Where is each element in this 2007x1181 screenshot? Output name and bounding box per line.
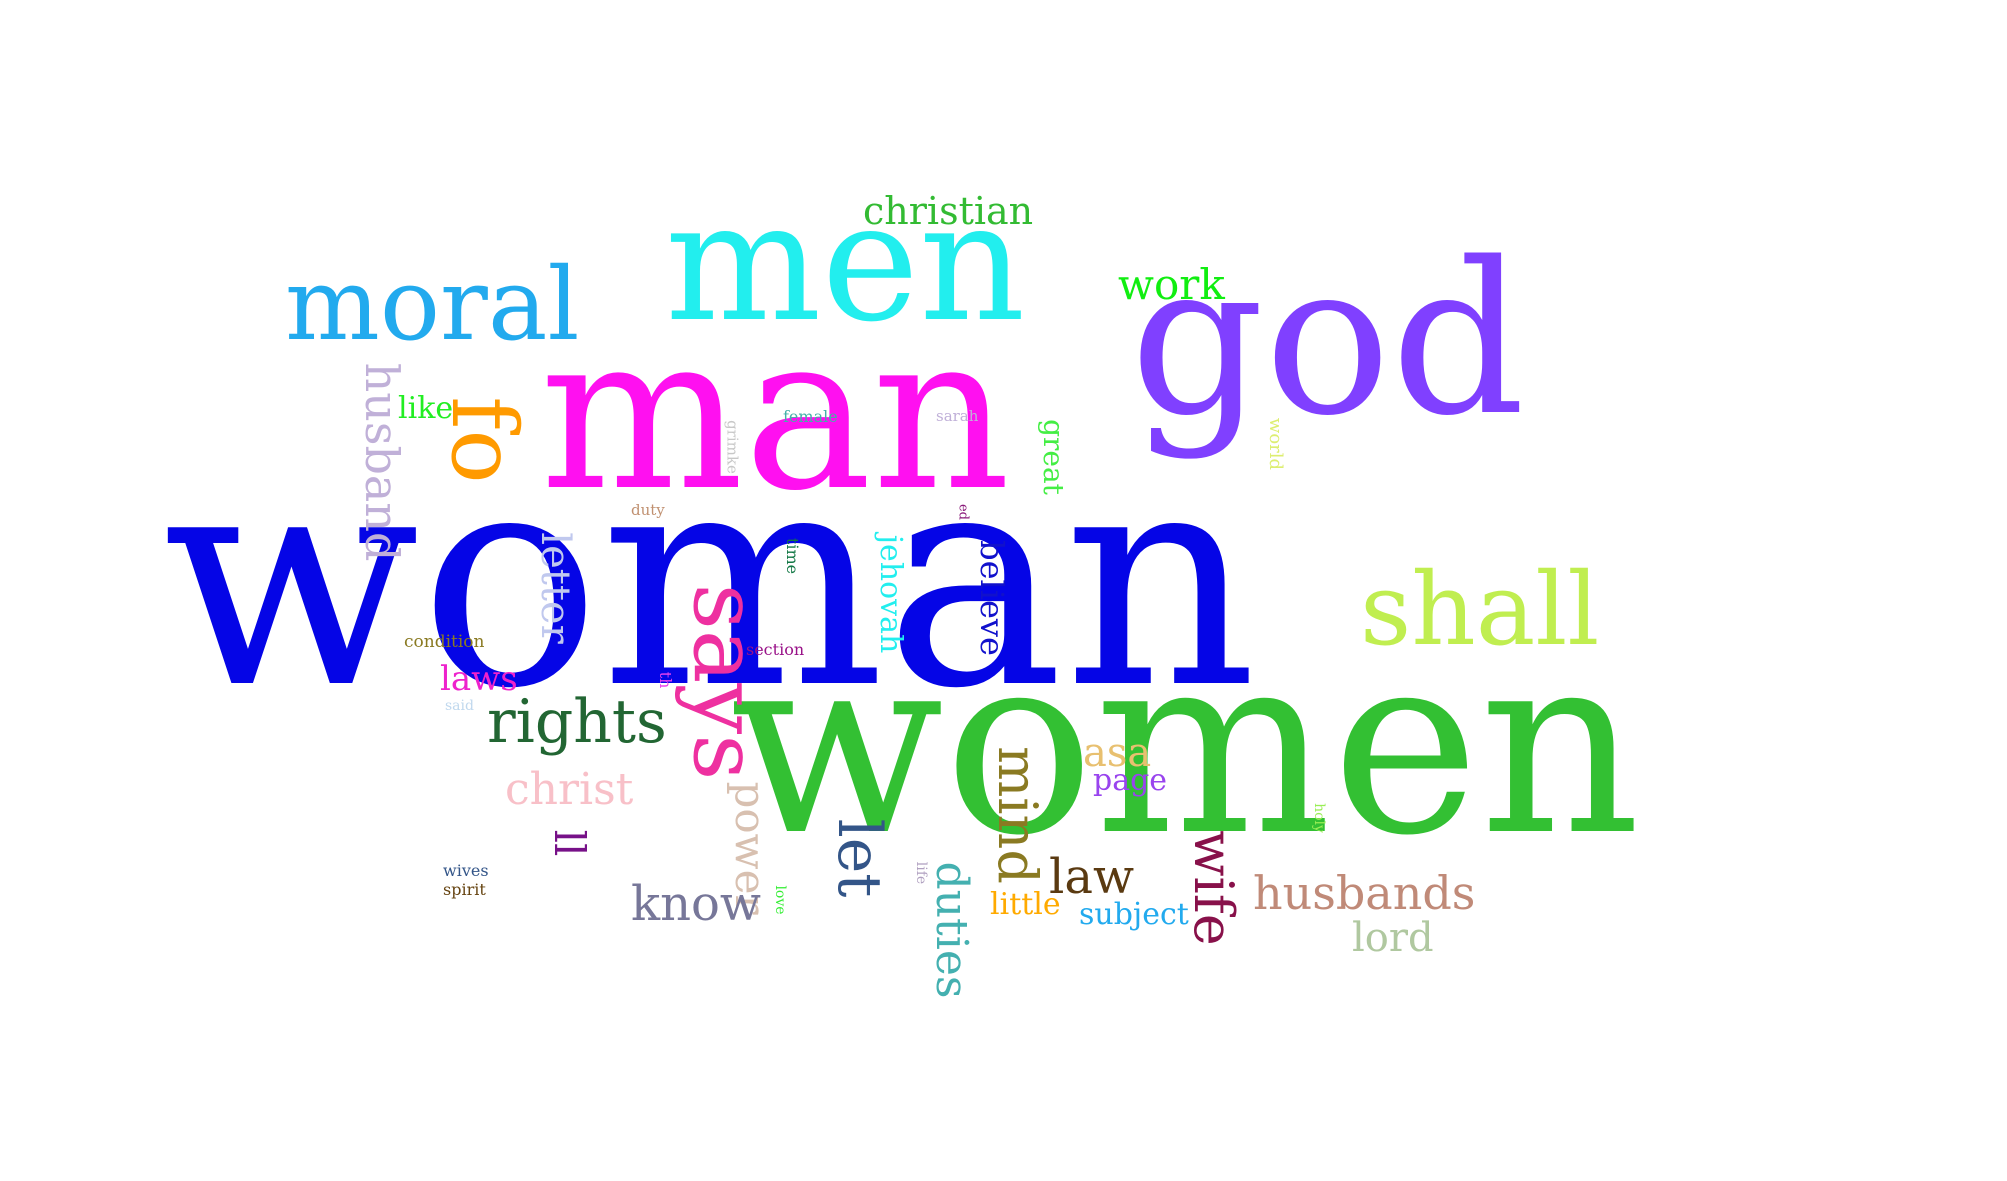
word-duty: duty <box>631 501 665 519</box>
word-man: man <box>540 287 1011 538</box>
word-wife: wife <box>1182 830 1245 946</box>
word-duties: duties <box>926 861 977 999</box>
word-christian: christian <box>863 189 1034 233</box>
word-christ: christ <box>505 764 634 815</box>
word-spirit: spirit <box>443 880 486 899</box>
word-little: little <box>990 887 1061 922</box>
word-subject: subject <box>1079 897 1189 932</box>
word-woman: woman <box>163 405 1257 754</box>
word-says: says <box>673 583 778 781</box>
word-jehovah: jehovah <box>873 534 908 654</box>
word-law: law <box>1049 849 1135 905</box>
word-lord: lord <box>1352 915 1434 961</box>
word-women: women <box>730 599 1641 890</box>
word-ll: ll <box>545 829 594 857</box>
word-mind: mind <box>986 746 1049 884</box>
word-great: great <box>1037 419 1070 495</box>
word-wives: wives <box>443 861 489 880</box>
word-work: work <box>1118 260 1225 309</box>
word-time: time <box>783 537 802 575</box>
word-like: like <box>398 391 454 426</box>
word-said: said <box>445 698 474 714</box>
word-love: love <box>772 885 788 915</box>
word-page: page <box>1093 763 1168 798</box>
word-men: men <box>665 166 1026 358</box>
word-section: section <box>746 640 805 659</box>
word-holy: holy <box>1311 803 1327 833</box>
word-sarah: sarah <box>936 407 979 425</box>
word-believe: believe <box>973 540 1011 656</box>
word-laws: laws <box>440 659 518 699</box>
word-female: female <box>783 407 838 426</box>
word-condition: condition <box>404 632 485 652</box>
word-god: god <box>1130 217 1526 462</box>
word-know: know <box>631 876 761 932</box>
word-letter: letter <box>532 532 578 644</box>
word-grimke: grimke <box>723 420 742 474</box>
word-asa: asa <box>1083 730 1152 776</box>
word-shall: shall <box>1360 551 1600 668</box>
word-husbands: husbands <box>1253 866 1476 920</box>
word-moral: moral <box>285 246 580 363</box>
word-rights: rights <box>487 687 667 757</box>
word-ed: ed <box>955 503 971 521</box>
word-let: let <box>824 818 894 898</box>
word-th: th <box>656 671 675 689</box>
word-world: world <box>1265 417 1286 471</box>
